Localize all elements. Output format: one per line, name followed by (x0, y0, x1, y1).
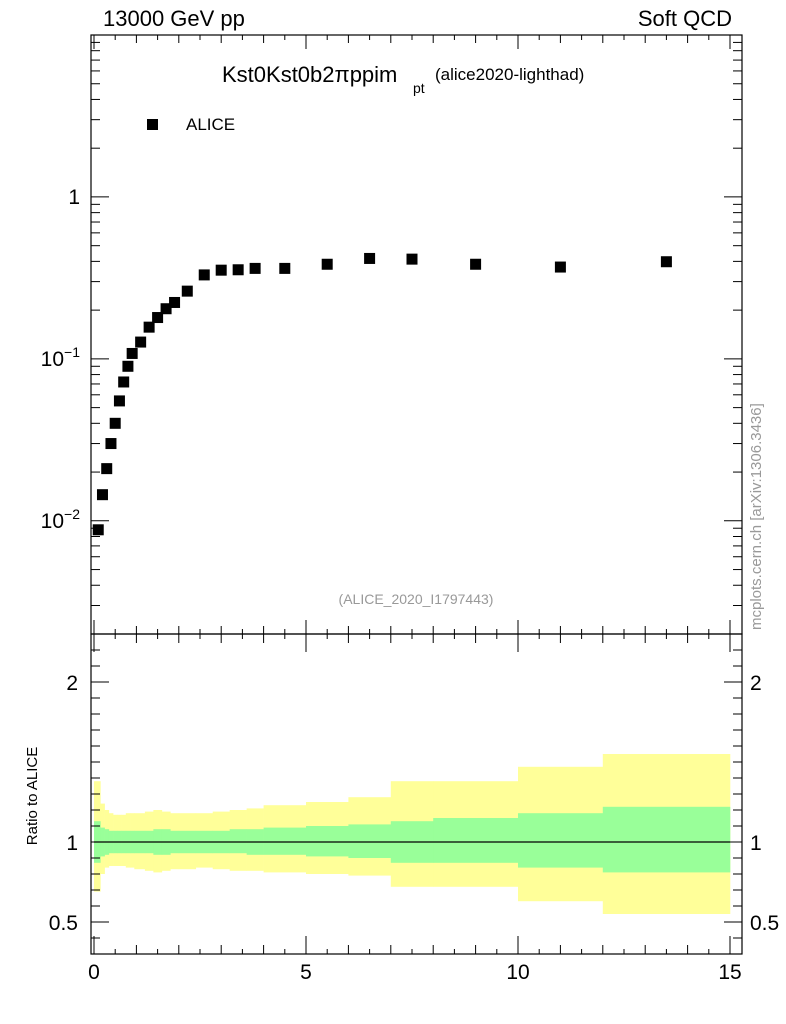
energy-label: 13000 GeV pp (103, 6, 245, 31)
ratio-axis-ticks (91, 634, 742, 954)
data-point (118, 376, 130, 388)
data-point (92, 524, 104, 536)
ratio-y-tick-label-right: 2 (750, 672, 762, 695)
ratio-y-tick-label-right: 0.5 (750, 912, 779, 935)
stat-band (348, 824, 392, 858)
y-tick-label: 10−1 (41, 344, 81, 371)
plot-title-subscript: pt (413, 80, 425, 96)
data-point (364, 252, 376, 264)
data-point (113, 395, 125, 407)
ratio-y-tick-label: 1 (66, 832, 78, 855)
stat-band (306, 826, 349, 857)
main-axis-ticks (91, 34, 742, 635)
data-point (105, 438, 117, 450)
uncertainty-bands (94, 754, 731, 914)
stat-band (263, 827, 307, 855)
ratio-y-tick-label-right: 1 (750, 832, 762, 855)
ratio-y-tick-label: 0.5 (49, 912, 78, 935)
x-tick-labels: 0 5 10 15 (88, 961, 742, 984)
data-point (321, 258, 333, 270)
data-point (126, 347, 138, 359)
y-tick-label: 1 (68, 186, 80, 209)
plot-title: Kst0Kst0b2πppim (222, 62, 397, 87)
x-tick-label: 15 (718, 961, 741, 984)
ratio-y-axis-label: Ratio to ALICE (24, 747, 41, 845)
plot-title-suffix: (alice2020-lighthad) (435, 65, 584, 84)
ratio-panel: 0.5 0.5 1 1 2 2 0 5 10 15 Ratio to ALICE (24, 633, 779, 984)
main-panel: 1 10−1 10−2 Kst0Kst0b2πppim pt (alice2020-… (41, 34, 743, 635)
x-tick-label: 10 (506, 961, 529, 984)
data-point (470, 258, 482, 270)
data-point (152, 312, 164, 324)
ratio-plot-frame (90, 633, 743, 955)
data-point (406, 253, 418, 265)
data-points (92, 252, 672, 536)
data-point (101, 463, 113, 475)
y-tick-label: 10−2 (41, 506, 81, 533)
legend-label: ALICE (186, 115, 235, 134)
data-point (143, 321, 155, 333)
data-point (135, 336, 147, 348)
data-point (96, 489, 108, 501)
data-point (122, 360, 134, 372)
data-point (232, 264, 244, 276)
stat-band (433, 818, 519, 863)
data-point (160, 303, 172, 315)
data-point (215, 264, 227, 276)
stat-band (229, 829, 247, 854)
data-point (554, 261, 566, 273)
data-point (181, 285, 193, 297)
watermark-label: (ALICE_2020_I1797443) (339, 591, 494, 607)
stat-band (602, 806, 731, 873)
main-y-tick-labels: 1 10−1 10−2 (41, 186, 81, 533)
legend-marker (147, 119, 158, 130)
ratio-y-tick-label: 2 (66, 672, 78, 695)
category-label: Soft QCD (637, 6, 732, 31)
data-point (660, 256, 672, 268)
data-point (169, 296, 181, 308)
x-tick-label: 0 (88, 961, 100, 984)
data-point (249, 262, 261, 274)
data-point (279, 262, 291, 274)
ratio-y-tick-labels: 0.5 0.5 1 1 2 2 (49, 672, 779, 935)
data-point (109, 417, 121, 429)
data-point (198, 269, 210, 281)
x-tick-label: 5 (300, 961, 312, 984)
stat-band (518, 813, 604, 868)
